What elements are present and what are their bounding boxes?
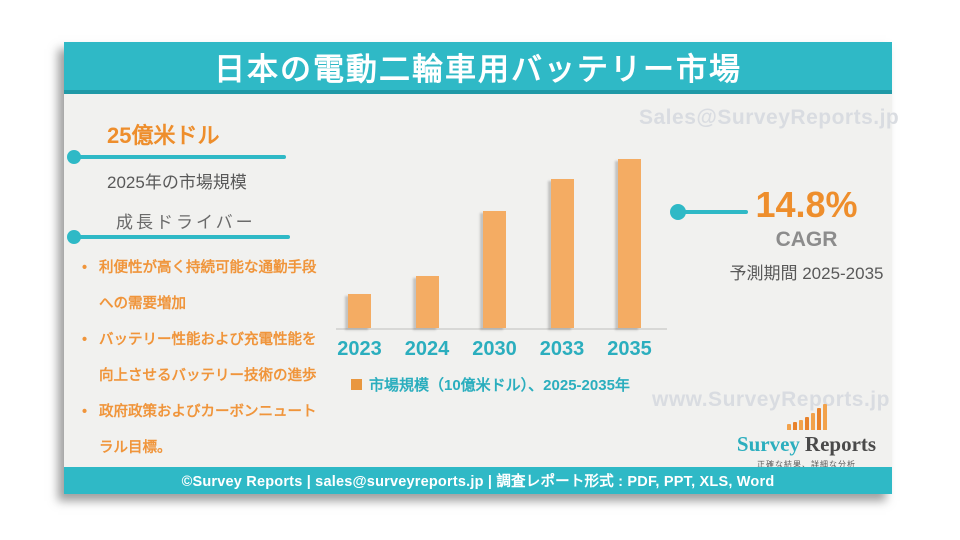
survey-reports-logo: Survey Reports 正確な結果、詳細な分析 (709, 402, 904, 470)
legend-swatch-icon (351, 379, 362, 390)
watermark-website: www.SurveyReports.jp (652, 388, 890, 411)
cagr-label: CAGR (775, 228, 838, 251)
bar-chart-icon (709, 402, 904, 430)
x-tick-label: 2024 (404, 338, 450, 360)
bar-2024 (415, 276, 439, 328)
market-size-bar-chart: 2023 2024 2030 2033 2035 (336, 152, 667, 360)
cagr-callout-line (670, 204, 748, 220)
growth-drivers-list: 利便性が高く持続可能な通勤手段への需要増加バッテリー性能および充電性能を向上させ… (80, 250, 326, 466)
x-tick-label: 2023 (337, 338, 382, 360)
chart-x-axis-labels: 2023 2024 2030 2033 2035 (336, 338, 667, 360)
cagr-value: 14.8% (755, 184, 858, 225)
cagr-forecast-period: 予測期間 2025-2035 (729, 264, 884, 283)
chart-legend: 市場規模（10億米ドル）、2025-2035年 (351, 374, 630, 395)
market-size-divider (67, 150, 286, 164)
x-tick-label: 2035 (607, 338, 652, 360)
footer-bar: ©Survey Reports | sales@surveyreports.jp… (64, 467, 892, 494)
logo-name: Survey Reports (709, 432, 904, 457)
footer-text: ©Survey Reports | sales@surveyreports.jp… (181, 474, 775, 490)
x-tick-label: 2033 (539, 338, 585, 360)
growth-drivers-heading: 成長ドライバー (116, 213, 256, 232)
x-tick-label: 2030 (472, 338, 517, 360)
bar-2033 (550, 179, 574, 328)
market-size-caption: 2025年の市場規模 (107, 173, 247, 192)
bar-2030 (483, 211, 506, 328)
market-size-value: 25億米ドル (107, 123, 220, 148)
infographic-slide: Sales@SurveyReports.jp www.SurveyReports… (64, 42, 899, 494)
legend-label: 市場規模（10億米ドル）、2025-2035年 (369, 377, 630, 394)
bar-2023 (348, 294, 371, 328)
logo-word-survey: Survey (736, 432, 800, 456)
watermark-sales-email: Sales@SurveyReports.jp (639, 106, 900, 129)
chart-bars (336, 152, 667, 330)
growth-driver-item: バッテリー性能および充電性能を向上させるバッテリー技術の進歩 (80, 322, 326, 394)
cagr-block: 14.8% CAGR 予測期間 2025-2035 (709, 184, 904, 284)
logo-word-reports: Reports (804, 432, 877, 456)
title-bar: 日本の電動二輪車用バッテリー市場 (64, 42, 892, 94)
growth-driver-item: 政府政策およびカーボンニュートラル目標。 (80, 394, 326, 466)
divider-dot-icon (67, 230, 81, 244)
growth-driver-item: 利便性が高く持続可能な通勤手段への需要増加 (80, 250, 326, 322)
growth-drivers-divider (67, 230, 290, 244)
page-title: 日本の電動二輪車用バッテリー市場 (214, 51, 742, 87)
divider-dot-icon (67, 150, 81, 164)
logo-tagline: 正確な結果、詳細な分析 (757, 460, 856, 469)
callout-dot-icon (670, 204, 686, 220)
bar-2035 (618, 159, 641, 328)
